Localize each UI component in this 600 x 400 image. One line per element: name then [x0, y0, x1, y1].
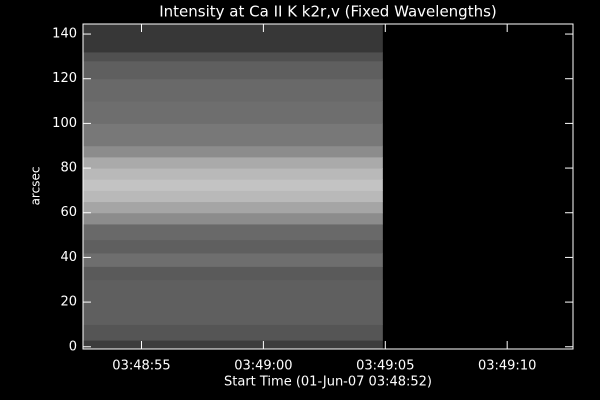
x-tick-label: 03:49:00: [234, 359, 292, 374]
image-band: [83, 266, 383, 281]
image-band: [83, 78, 383, 102]
image-band: [83, 302, 383, 325]
image-band: [83, 145, 383, 158]
image-band: [83, 239, 383, 254]
chart-title: Intensity at Ca II K k2r,v (Fixed Wavele…: [159, 3, 497, 21]
y-tick-label: 60: [60, 205, 77, 220]
image-band: [83, 24, 383, 53]
image-band: [83, 168, 383, 180]
x-tick-label: 03:49:10: [478, 359, 536, 374]
y-tick-label: 40: [60, 250, 77, 265]
image-band: [83, 223, 383, 241]
plot-frame: [82, 23, 574, 350]
image-band: [83, 190, 383, 203]
image-band: [83, 179, 383, 191]
y-tick-label: 120: [52, 71, 77, 86]
image-band: [83, 201, 383, 214]
y-tick-label: 0: [69, 339, 77, 354]
y-tick-label: 20: [60, 295, 77, 310]
image-band: [83, 123, 383, 147]
image-band: [83, 51, 383, 62]
x-tick-label: 03:49:05: [356, 359, 414, 374]
x-tick-label: 03:48:55: [112, 359, 170, 374]
y-tick-label: 80: [60, 161, 77, 176]
image-band: [83, 212, 383, 225]
image-band: [83, 252, 383, 267]
image-band: [83, 279, 383, 303]
image-band: [83, 324, 383, 341]
image-band: [83, 156, 383, 169]
image-band: [83, 101, 383, 124]
x-axis-label: Start Time (01-Jun-07 03:48:52): [224, 375, 432, 390]
y-axis-label: arcsec: [29, 167, 43, 206]
image-band: [83, 340, 383, 350]
y-tick-label: 140: [52, 27, 77, 42]
image-band: [83, 60, 383, 80]
y-tick-label: 100: [52, 116, 77, 131]
